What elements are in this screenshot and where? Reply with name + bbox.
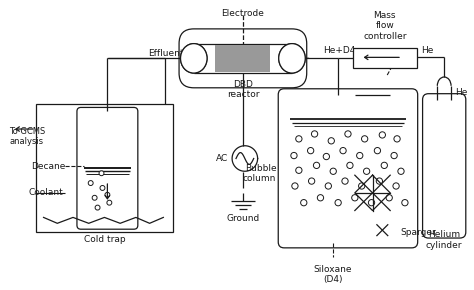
Text: He: He (421, 46, 434, 55)
Circle shape (325, 183, 331, 189)
Circle shape (391, 153, 397, 159)
Circle shape (95, 205, 100, 210)
Text: Siloxane
(D4): Siloxane (D4) (313, 264, 352, 284)
FancyBboxPatch shape (423, 94, 466, 238)
Circle shape (347, 162, 353, 168)
Ellipse shape (279, 44, 305, 73)
Text: Effluent: Effluent (148, 49, 184, 58)
Circle shape (296, 136, 302, 142)
Circle shape (364, 168, 370, 174)
Circle shape (301, 200, 307, 206)
Text: Ground: Ground (226, 215, 260, 224)
Bar (194, 44, 292, 73)
Circle shape (340, 148, 346, 154)
Circle shape (402, 200, 408, 206)
Circle shape (398, 168, 404, 174)
Circle shape (394, 136, 400, 142)
Bar (353, 48, 417, 68)
Circle shape (313, 162, 319, 168)
Text: Bubble
column: Bubble column (243, 164, 276, 183)
Bar (36, 104, 173, 232)
Circle shape (335, 200, 341, 206)
Circle shape (381, 162, 387, 168)
Circle shape (376, 178, 383, 184)
Circle shape (317, 195, 324, 201)
Circle shape (393, 183, 399, 189)
Ellipse shape (181, 44, 207, 73)
Text: DBD
reactor: DBD reactor (227, 80, 259, 99)
Circle shape (105, 192, 110, 197)
FancyBboxPatch shape (278, 89, 418, 248)
Circle shape (311, 131, 318, 137)
Circle shape (292, 183, 298, 189)
Text: He+D4: He+D4 (323, 46, 356, 55)
Ellipse shape (181, 44, 207, 73)
FancyBboxPatch shape (179, 29, 307, 88)
Text: To GCMS
analysis: To GCMS analysis (9, 127, 46, 146)
Circle shape (88, 181, 93, 186)
Circle shape (100, 186, 105, 191)
Text: Coolant: Coolant (28, 188, 63, 197)
Circle shape (291, 153, 297, 159)
Text: Sparger: Sparger (400, 228, 436, 237)
Circle shape (362, 136, 368, 142)
Circle shape (358, 183, 365, 189)
Circle shape (345, 131, 351, 137)
FancyBboxPatch shape (77, 107, 138, 229)
Text: AC: AC (216, 154, 228, 163)
Circle shape (323, 153, 329, 160)
Circle shape (92, 195, 97, 200)
Circle shape (328, 138, 335, 144)
Circle shape (309, 178, 315, 184)
Text: Helium
cylinder: Helium cylinder (426, 230, 463, 250)
Circle shape (99, 171, 104, 176)
Circle shape (308, 148, 314, 154)
Circle shape (374, 148, 381, 154)
Circle shape (368, 200, 374, 206)
Text: Electrode: Electrode (221, 9, 264, 18)
Circle shape (342, 178, 348, 184)
Circle shape (386, 195, 392, 201)
Circle shape (296, 167, 302, 173)
Circle shape (352, 195, 358, 201)
Text: Cold trap: Cold trap (83, 235, 125, 244)
Bar (215, 45, 270, 72)
Text: He: He (455, 88, 467, 97)
Circle shape (356, 153, 363, 159)
Text: Mass
flow
controller: Mass flow controller (363, 11, 407, 41)
Circle shape (107, 200, 112, 205)
Circle shape (379, 132, 385, 138)
Text: Decane: Decane (31, 162, 65, 171)
Ellipse shape (279, 44, 305, 73)
Circle shape (330, 168, 337, 174)
